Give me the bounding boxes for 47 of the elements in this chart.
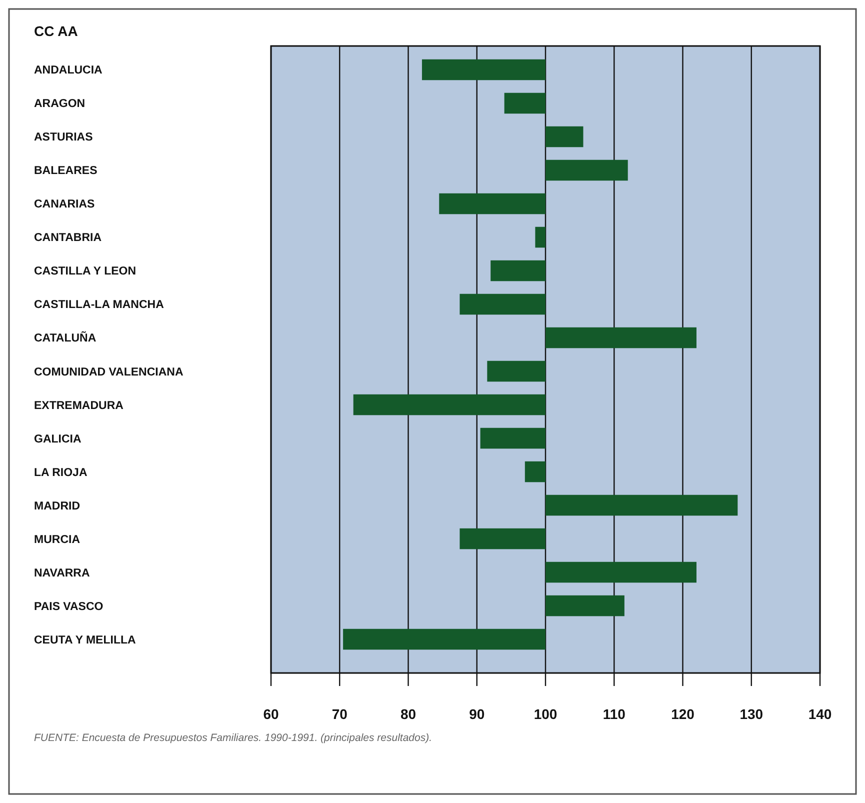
bar — [490, 260, 546, 282]
x-tick-label: 80 — [400, 706, 416, 722]
y-tick-label: GALICIA — [34, 433, 82, 446]
y-tick-label: CASTILLA Y LEON — [34, 266, 136, 278]
bar — [546, 562, 696, 583]
bar — [546, 595, 624, 616]
y-tick-label: NAVARRA — [34, 567, 90, 580]
bar — [546, 494, 738, 516]
bar — [546, 126, 584, 148]
y-tick-label: CASTILLA-LA MANCHA — [34, 299, 164, 312]
bar — [343, 628, 546, 650]
x-tick-label: 130 — [740, 706, 764, 722]
x-tick-label: 60 — [263, 706, 279, 722]
bar — [487, 360, 546, 382]
text: CC AA — [34, 23, 78, 39]
y-tick-label: CEUTA Y MELILLA — [34, 634, 136, 646]
y-tick-label: CATALUÑA — [34, 330, 96, 345]
bar — [535, 226, 546, 248]
y-tick-label: BALEARES — [34, 165, 98, 178]
bar — [546, 160, 628, 181]
source-note: FUENTE: Encuesta de Presupuestos Familiares. 1990-1991. (principales resultados). — [34, 732, 432, 744]
y-tick-label: MURCIA — [34, 534, 80, 546]
bar — [504, 92, 546, 114]
bar — [439, 193, 546, 214]
x-tick-label: 110 — [602, 706, 626, 722]
x-tick-label: 120 — [671, 706, 695, 722]
bar — [524, 461, 546, 482]
y-tick-label: PAIS VASCO — [34, 600, 104, 613]
y-tick-label: CANTABRIA — [34, 232, 102, 244]
bar — [460, 294, 546, 315]
x-tick-label: 140 — [808, 706, 832, 722]
x-tick-label: 90 — [469, 706, 485, 722]
bar — [480, 428, 546, 449]
y-tick-label: ANDALUCIA — [34, 64, 102, 77]
y-tick-label: MADRID — [34, 500, 80, 512]
y-tick-label: ARAGON — [34, 98, 86, 110]
y-tick-label: ASTURIAS — [34, 132, 94, 144]
y-tick-label: LA RIOJA — [34, 466, 88, 479]
bar — [460, 528, 546, 550]
x-tick-label: 100 — [534, 706, 558, 722]
y-tick-label: CANARIAS — [34, 198, 96, 211]
y-tick-label: EXTREMADURA — [34, 400, 124, 412]
bar — [353, 394, 546, 416]
bar — [422, 59, 546, 80]
x-tick-label: 70 — [332, 706, 348, 722]
bar — [546, 327, 696, 348]
y-tick-label: COMUNIDAD VALENCIANA — [34, 366, 184, 378]
